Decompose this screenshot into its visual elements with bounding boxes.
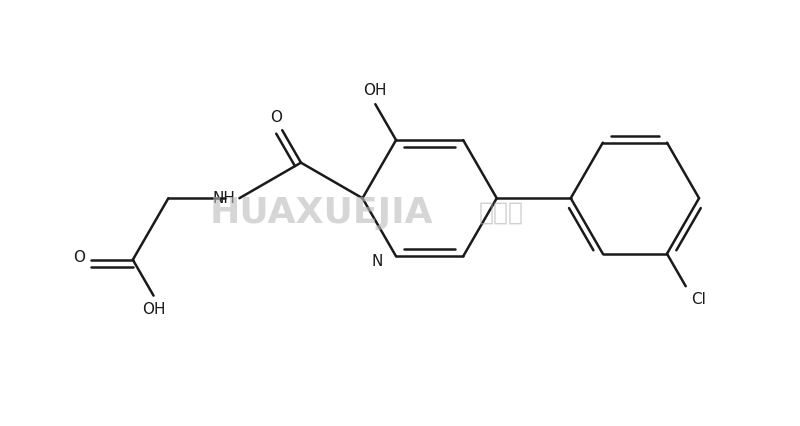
Text: N: N bbox=[372, 254, 383, 269]
Text: 化学加: 化学加 bbox=[479, 201, 524, 225]
Text: OH: OH bbox=[142, 302, 166, 317]
Text: NH: NH bbox=[213, 191, 235, 206]
Text: OH: OH bbox=[363, 83, 387, 98]
Text: O: O bbox=[270, 110, 282, 125]
Text: Cl: Cl bbox=[690, 292, 706, 307]
Text: O: O bbox=[74, 250, 86, 265]
Text: HUAXUEJIA: HUAXUEJIA bbox=[210, 196, 433, 230]
